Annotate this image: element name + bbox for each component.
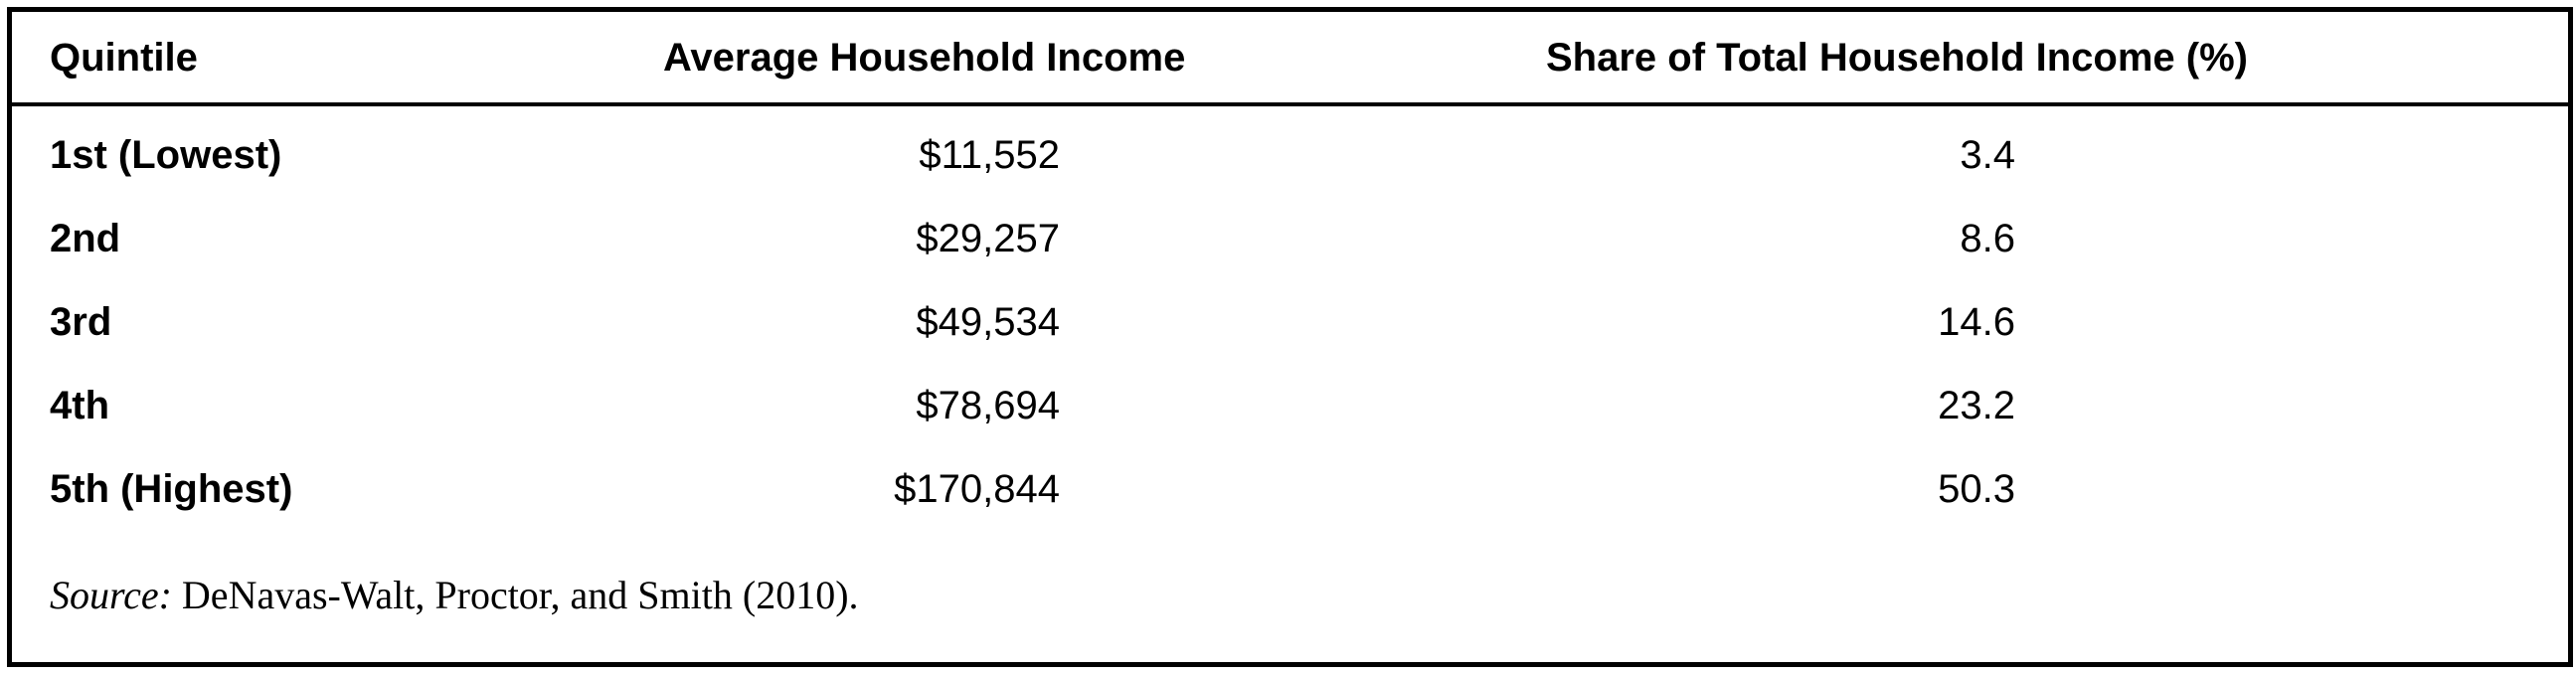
income-cell: $49,534: [916, 300, 1060, 344]
header-average-income: Average Household Income: [663, 36, 1186, 80]
header-income-share: Share of Total Household Income (%): [1546, 36, 2248, 80]
header-quintile: Quintile: [50, 36, 198, 80]
table-header: Quintile Average Household Income Share …: [12, 12, 2568, 106]
share-cell: 23.2: [1938, 384, 2015, 427]
table-row: 5th (Highest) $170,844 50.3: [12, 465, 2568, 549]
share-cell: 50.3: [1938, 467, 2015, 511]
quintile-cell: 3rd: [50, 300, 112, 344]
source-note: Source: DeNavas-Walt, Proctor, and Smith…: [50, 572, 859, 619]
table-row: 1st (Lowest) $11,552 3.4: [12, 131, 2568, 215]
quintile-cell: 2nd: [50, 217, 121, 260]
table-row: 2nd $29,257 8.6: [12, 215, 2568, 298]
table-row: 3rd $49,534 14.6: [12, 298, 2568, 382]
income-cell: $11,552: [919, 133, 1060, 177]
quintile-cell: 5th (Highest): [50, 467, 293, 511]
share-cell: 3.4: [1960, 133, 2015, 177]
income-cell: $78,694: [916, 384, 1060, 427]
income-cell: $29,257: [916, 217, 1060, 260]
income-table: Quintile Average Household Income Share …: [7, 7, 2573, 667]
share-cell: 14.6: [1938, 300, 2015, 344]
source-citation: DeNavas-Walt, Proctor, and Smith (2010).: [171, 573, 859, 617]
share-cell: 8.6: [1960, 217, 2015, 260]
income-cell: $170,844: [894, 467, 1060, 511]
table-row: 4th $78,694 23.2: [12, 382, 2568, 465]
quintile-cell: 1st (Lowest): [50, 133, 282, 177]
quintile-cell: 4th: [50, 384, 109, 427]
source-label: Source:: [50, 573, 172, 617]
